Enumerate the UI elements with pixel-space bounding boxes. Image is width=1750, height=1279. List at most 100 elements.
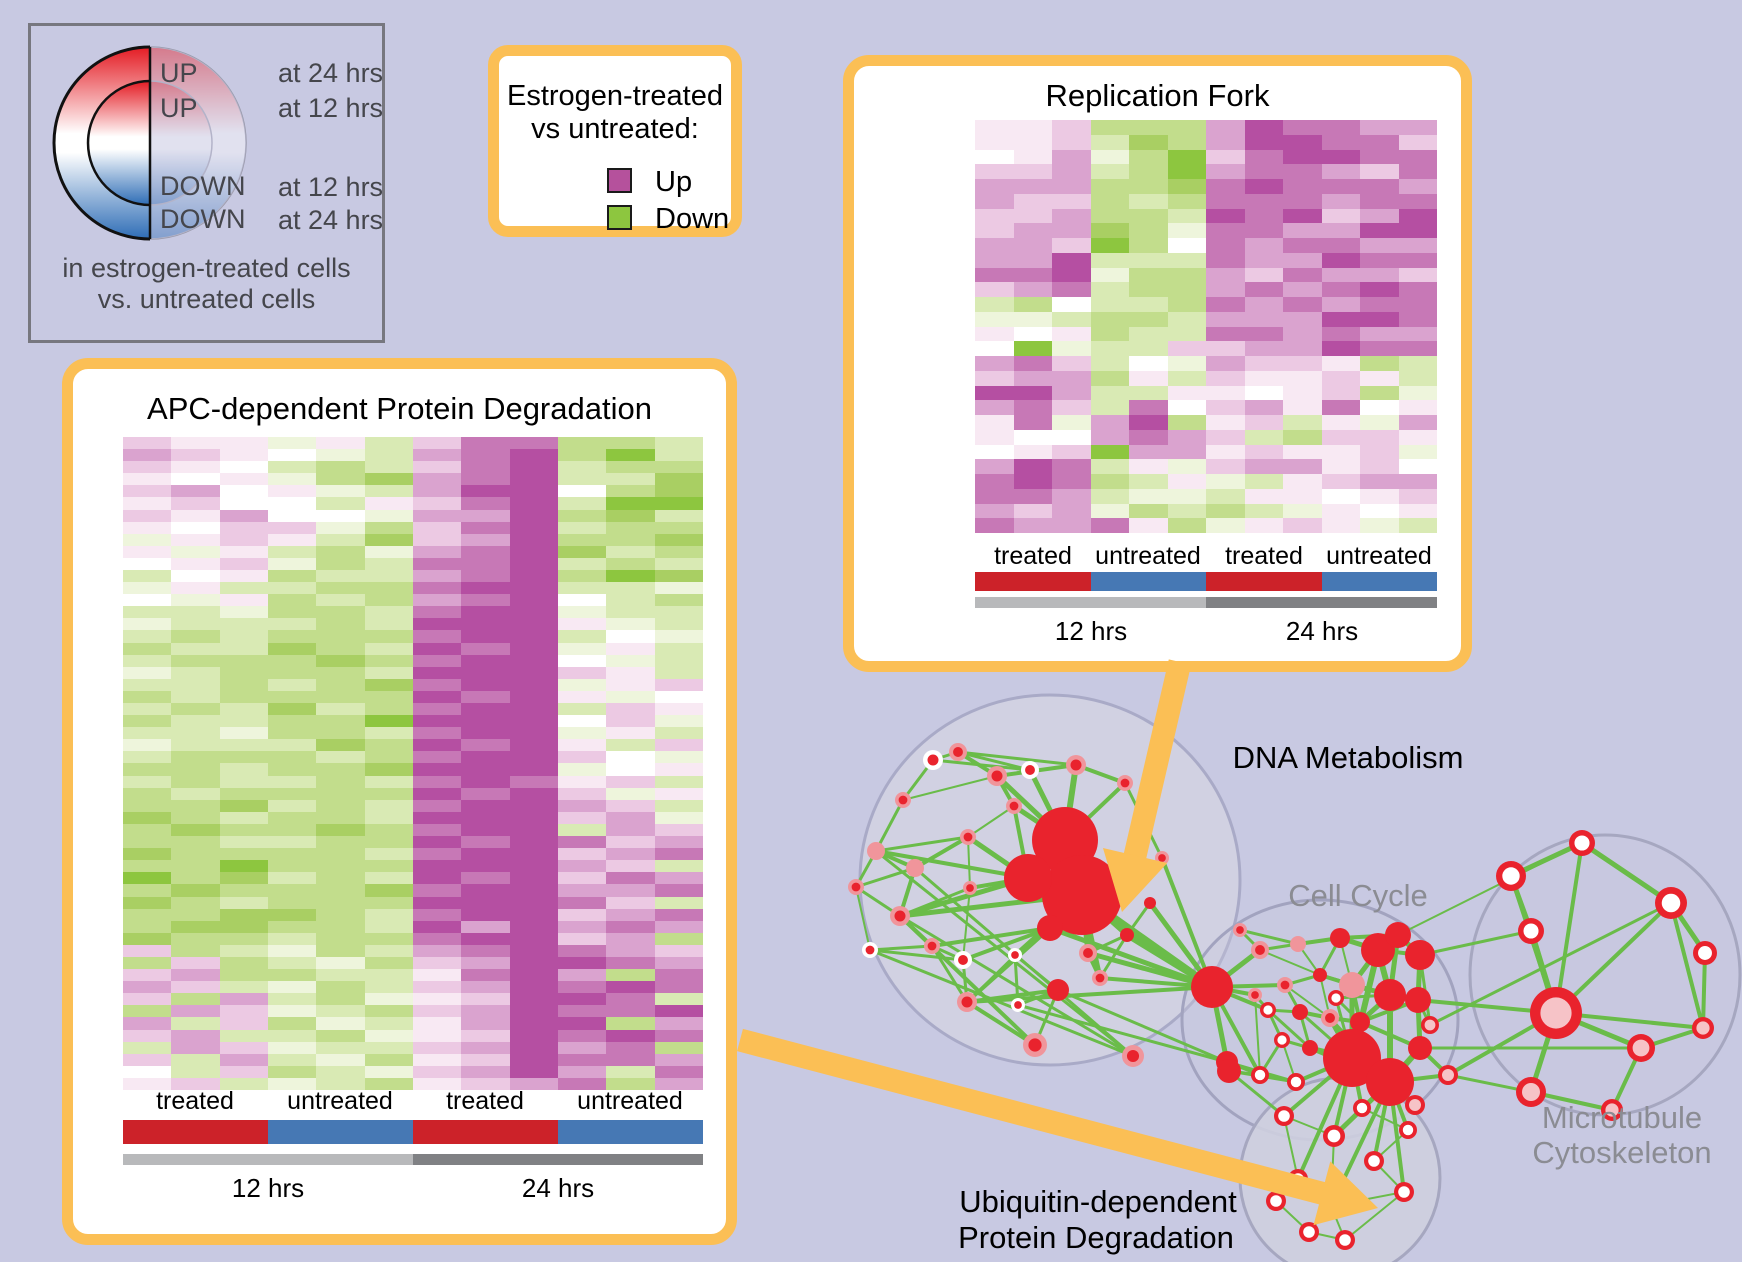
heatmap-cell [461, 823, 510, 837]
heatmap-cell [654, 715, 703, 728]
heatmap-cell [1360, 474, 1399, 489]
heatmap-cell [606, 485, 655, 498]
heatmap-cell [461, 557, 510, 571]
updown-legend-box: Estrogen-treated vs untreated: Up Down [488, 45, 742, 237]
heatmap-cell [1013, 488, 1052, 504]
heatmap-cell [412, 920, 462, 933]
heatmap-cell [123, 799, 172, 812]
heatmap-cell [461, 485, 510, 498]
bottom-margin [0, 1262, 1750, 1279]
heatmap-cell [461, 509, 510, 522]
heatmap-cell [219, 896, 268, 909]
heatmap-cell [1244, 134, 1283, 150]
heatmap-cell [1398, 474, 1437, 489]
apc-treated-bar-12h [123, 1120, 268, 1144]
heatmap-cell [1129, 356, 1168, 371]
heatmap-cell [509, 739, 558, 752]
heatmap-cell [219, 485, 268, 498]
heatmap-cell [1052, 252, 1091, 268]
heatmap-cell [1206, 120, 1245, 135]
heatmap-cell [219, 787, 268, 800]
heatmap-cell [509, 884, 558, 897]
heatmap-cell [1052, 415, 1091, 430]
heatmap-cell [1398, 297, 1437, 312]
heatmap-cell [267, 884, 317, 897]
heatmap-cell [975, 208, 1014, 224]
heatmap-cell [171, 836, 220, 849]
heatmap-cell [364, 920, 413, 933]
heatmap-cell [1129, 341, 1168, 356]
heatmap-cell [1244, 370, 1283, 386]
heatmap-cell [219, 594, 268, 607]
replication-fork-panel: Replication Fork treated untreated treat… [843, 55, 1472, 672]
heatmap-cell [557, 570, 607, 583]
heatmap-cell [557, 787, 607, 800]
heatmap-cell [1283, 341, 1322, 356]
heatmap-cell [171, 993, 220, 1006]
heatmap-cell [606, 727, 655, 740]
heatmap-cell [1321, 356, 1360, 371]
heatmap-cell [219, 969, 268, 982]
apc-group-label-3: treated [446, 1087, 524, 1115]
heatmap-cell [1167, 120, 1206, 135]
heatmap-cell [654, 582, 703, 595]
heatmap-cell [1321, 385, 1360, 401]
heatmap-cell [1283, 238, 1322, 253]
heatmap-cell [1090, 297, 1129, 312]
heatmap-cell [219, 473, 268, 486]
heatmap-cell [461, 884, 510, 897]
heatmap-cell [1398, 252, 1437, 268]
heatmap-cell [1206, 400, 1245, 415]
heatmap-cell [509, 570, 558, 583]
heatmap-cell [654, 775, 703, 788]
heatmap-cell [1167, 297, 1206, 312]
heatmap-cell [975, 311, 1014, 327]
heatmap-cell [412, 618, 462, 631]
rf-untreated-bar-24h [1322, 572, 1437, 591]
heatmap-cell [557, 509, 607, 522]
heatmap-cell [557, 630, 607, 643]
heatmap-cell [267, 969, 317, 982]
heatmap-cell [654, 449, 703, 462]
heatmap-cell [412, 1017, 462, 1030]
heatmap-cell [219, 932, 268, 945]
heatmap-cell [412, 509, 462, 522]
heatmap-cell [1244, 385, 1283, 401]
heatmap-cell [316, 461, 365, 474]
heatmap-cell [1090, 208, 1129, 224]
heatmap-cell [1129, 208, 1168, 224]
heatmap-cell [123, 473, 172, 486]
heatmap-cell [1052, 341, 1091, 356]
heatmap-cell [267, 557, 317, 571]
heatmap-cell [606, 1041, 655, 1054]
heatmap-cell [1052, 267, 1091, 283]
heatmap-cell [606, 1077, 655, 1090]
heatmap-cell [1167, 252, 1206, 268]
apc-group-label-2: untreated [287, 1087, 393, 1115]
heatmap-cell [171, 1065, 220, 1078]
heatmap-cell [1283, 267, 1322, 283]
heatmap-cell [1244, 208, 1283, 224]
heatmap-cell [1013, 444, 1052, 460]
heatmap-cell [219, 1077, 268, 1090]
heatmap-cell [1129, 444, 1168, 460]
heatmap-cell [123, 932, 172, 945]
heatmap-cell [364, 932, 413, 945]
heatmap-cell [123, 872, 172, 885]
heatmap-cell [123, 920, 172, 933]
heatmap-cell [557, 606, 607, 619]
apc-24hrs-bar [413, 1154, 703, 1165]
heatmap-cell [975, 179, 1014, 194]
heatmap-cell [1283, 311, 1322, 327]
heatmap-cell [1090, 518, 1129, 533]
heatmap-cell [557, 678, 607, 691]
heatmap-cell [557, 969, 607, 982]
heatmap-cell [1052, 503, 1091, 519]
heatmap-cell [654, 570, 703, 583]
heatmap-cell [975, 385, 1014, 401]
heatmap-cell [461, 545, 510, 558]
heatmap-cell [364, 896, 413, 909]
heatmap-cell [316, 545, 365, 558]
heatmap-cell [1244, 193, 1283, 209]
heatmap-cell [219, 642, 268, 655]
